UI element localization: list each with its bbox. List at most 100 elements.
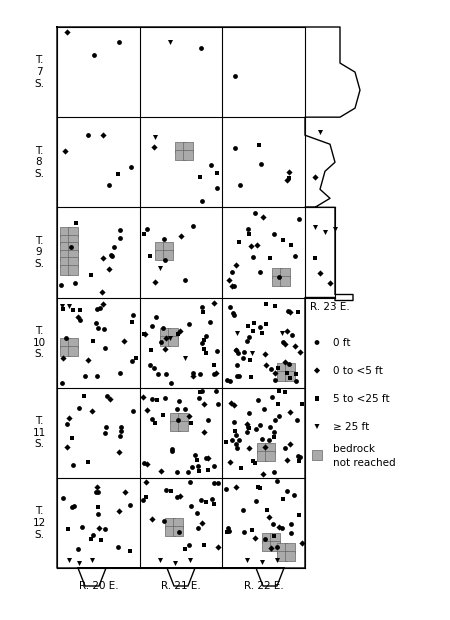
- Point: [228, 281, 235, 291]
- Point: [212, 368, 220, 378]
- Point: [287, 518, 294, 528]
- Point: [279, 337, 286, 347]
- Point: [68, 433, 76, 443]
- Point: [298, 399, 305, 409]
- Point: [176, 150, 183, 160]
- Point: [280, 235, 287, 245]
- Point: [230, 309, 238, 319]
- Point: [110, 242, 117, 252]
- Point: [248, 525, 255, 534]
- Point: [243, 427, 250, 436]
- Point: [182, 275, 189, 285]
- Point: [118, 422, 125, 432]
- Point: [282, 443, 289, 453]
- Point: [232, 71, 239, 81]
- Point: [227, 398, 234, 408]
- Point: [251, 318, 258, 328]
- Point: [261, 349, 268, 359]
- Point: [109, 251, 116, 261]
- Point: [204, 415, 212, 425]
- Point: [264, 533, 271, 543]
- Point: [233, 443, 240, 453]
- Point: [188, 501, 195, 511]
- Point: [235, 237, 243, 247]
- Point: [76, 402, 83, 412]
- Point: [117, 233, 124, 243]
- Point: [173, 467, 180, 477]
- Point: [148, 321, 156, 331]
- Point: [102, 428, 109, 438]
- Point: [284, 368, 291, 378]
- Point: [296, 213, 303, 223]
- Point: [148, 414, 155, 423]
- Point: [252, 458, 259, 468]
- Point: [246, 443, 253, 453]
- Point: [279, 523, 286, 533]
- Point: [148, 515, 156, 525]
- Point: [154, 369, 162, 379]
- Point: [255, 141, 262, 151]
- Point: [148, 394, 156, 404]
- Point: [271, 415, 279, 425]
- Point: [116, 447, 123, 457]
- Point: [160, 516, 167, 526]
- Point: [294, 308, 302, 317]
- Point: [233, 260, 240, 270]
- Point: [58, 301, 66, 311]
- Point: [141, 330, 148, 340]
- Point: [169, 335, 176, 345]
- Point: [274, 399, 282, 409]
- Point: [61, 242, 68, 252]
- Point: [313, 450, 320, 459]
- Point: [107, 394, 114, 404]
- Point: [198, 337, 206, 347]
- Point: [211, 461, 218, 471]
- Point: [63, 442, 70, 452]
- Point: [292, 251, 299, 261]
- Point: [163, 370, 170, 379]
- Point: [240, 353, 247, 363]
- Point: [65, 301, 72, 311]
- Point: [148, 345, 155, 355]
- Point: [316, 127, 324, 137]
- Point: [245, 408, 252, 418]
- Point: [195, 466, 203, 476]
- Point: [321, 228, 328, 237]
- Point: [290, 490, 297, 500]
- Point: [153, 312, 160, 322]
- Point: [162, 333, 169, 343]
- Point: [171, 558, 178, 568]
- Point: [164, 242, 171, 252]
- Point: [61, 337, 68, 347]
- Point: [94, 323, 101, 333]
- Point: [267, 451, 274, 461]
- Point: [241, 347, 248, 356]
- Point: [162, 485, 170, 495]
- Point: [73, 218, 80, 228]
- Text: 0 ft: 0 ft: [333, 337, 351, 347]
- Point: [174, 518, 181, 528]
- Point: [245, 224, 252, 234]
- Point: [274, 275, 281, 285]
- Point: [211, 370, 218, 379]
- Point: [190, 368, 197, 378]
- Point: [227, 376, 234, 386]
- Point: [168, 485, 175, 495]
- Point: [151, 142, 158, 152]
- Point: [88, 555, 95, 565]
- Point: [164, 250, 171, 260]
- Point: [61, 236, 68, 246]
- Point: [176, 142, 183, 152]
- Point: [195, 392, 202, 402]
- Point: [158, 466, 165, 476]
- Point: [99, 130, 106, 140]
- Point: [176, 396, 183, 406]
- Point: [101, 524, 108, 534]
- Point: [176, 527, 183, 537]
- Point: [196, 172, 203, 182]
- Point: [64, 419, 71, 429]
- Point: [270, 427, 278, 437]
- Point: [244, 321, 252, 331]
- Point: [63, 333, 70, 343]
- Point: [294, 415, 301, 425]
